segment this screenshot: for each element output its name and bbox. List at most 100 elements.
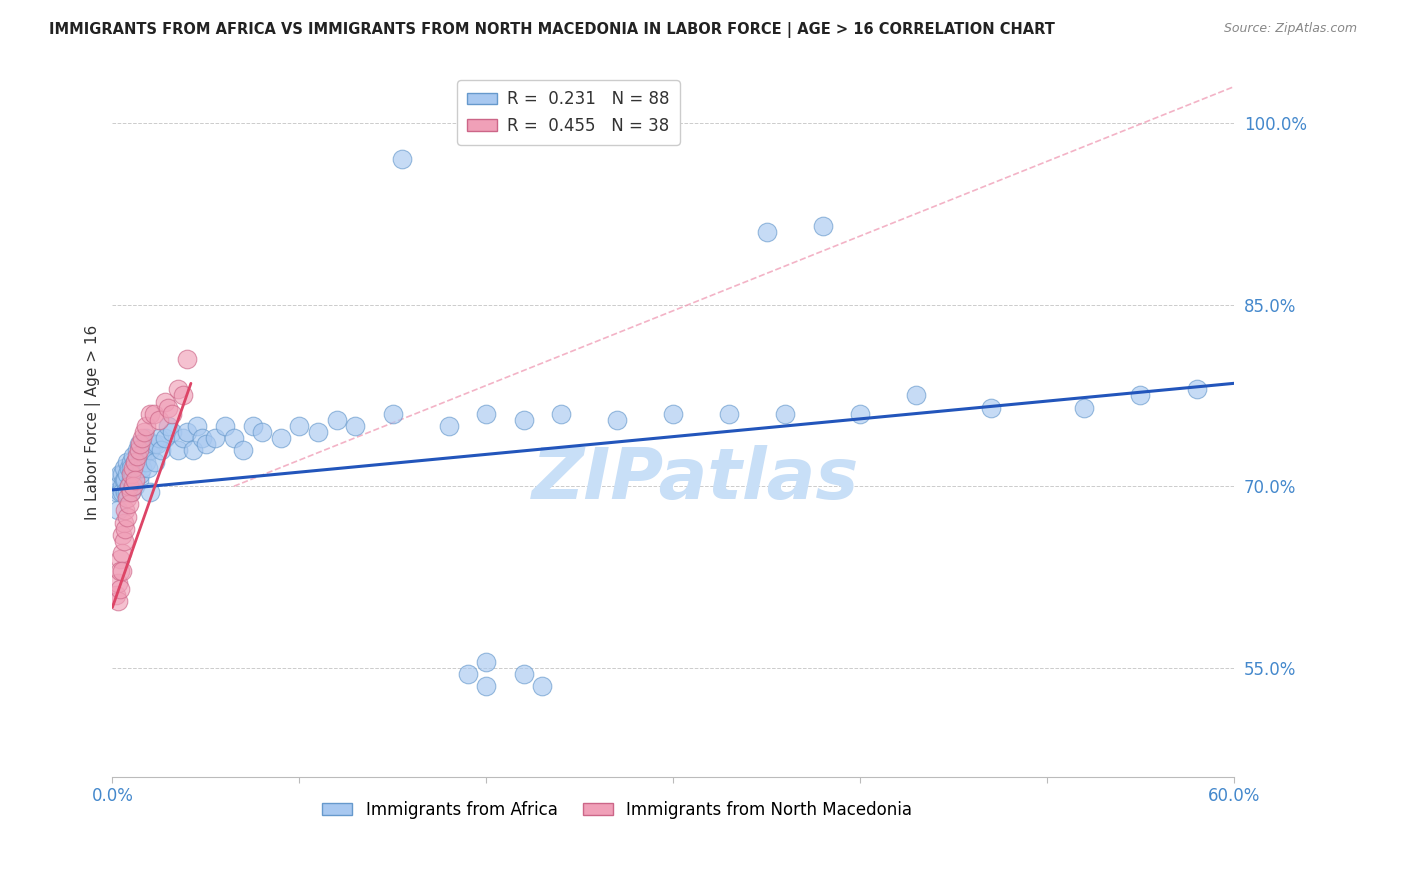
Y-axis label: In Labor Force | Age > 16: In Labor Force | Age > 16 [86, 325, 101, 520]
Point [662, 407, 685, 421]
Point [475, 655, 498, 669]
Point [176, 352, 198, 367]
Point [117, 455, 139, 469]
Point [112, 473, 135, 487]
Point [128, 473, 150, 487]
Point [457, 667, 479, 681]
Point [114, 485, 136, 500]
Point [176, 425, 198, 439]
Point [512, 412, 534, 426]
Point [122, 467, 145, 482]
Point [114, 503, 136, 517]
Point [135, 431, 157, 445]
Point [381, 407, 404, 421]
Point [108, 485, 131, 500]
Point [105, 588, 128, 602]
Point [186, 418, 208, 433]
Point [111, 527, 134, 541]
Point [117, 485, 139, 500]
Point [172, 431, 194, 445]
Point [475, 679, 498, 693]
Point [134, 425, 156, 439]
Point [107, 594, 129, 608]
Point [131, 461, 153, 475]
Point [146, 437, 169, 451]
Point [120, 455, 142, 469]
Point [980, 401, 1002, 415]
Point [148, 412, 170, 426]
Point [214, 418, 236, 433]
Point [160, 407, 183, 421]
Point [120, 485, 142, 500]
Point [107, 576, 129, 591]
Point [124, 455, 146, 469]
Point [120, 461, 142, 475]
Point [606, 412, 628, 426]
Text: IMMIGRANTS FROM AFRICA VS IMMIGRANTS FROM NORTH MACEDONIA IN LABOR FORCE | AGE >: IMMIGRANTS FROM AFRICA VS IMMIGRANTS FRO… [49, 22, 1054, 38]
Point [112, 516, 135, 530]
Point [111, 564, 134, 578]
Point [325, 412, 347, 426]
Point [181, 442, 204, 457]
Point [122, 479, 145, 493]
Legend: Immigrants from Africa, Immigrants from North Macedonia: Immigrants from Africa, Immigrants from … [316, 794, 918, 825]
Point [191, 431, 214, 445]
Point [775, 407, 797, 421]
Point [108, 467, 131, 482]
Point [512, 667, 534, 681]
Point [112, 533, 135, 548]
Point [124, 455, 146, 469]
Point [1073, 401, 1095, 415]
Point [166, 442, 188, 457]
Point [1129, 388, 1152, 402]
Point [131, 449, 153, 463]
Point [122, 449, 145, 463]
Point [114, 473, 136, 487]
Point [204, 431, 226, 445]
Point [118, 461, 141, 475]
Point [129, 455, 152, 469]
Text: Source: ZipAtlas.com: Source: ZipAtlas.com [1223, 22, 1357, 36]
Point [117, 467, 139, 482]
Point [391, 153, 413, 167]
Point [905, 388, 928, 402]
Point [108, 582, 131, 597]
Point [849, 407, 872, 421]
Point [112, 461, 135, 475]
Point [125, 442, 148, 457]
Point [108, 564, 131, 578]
Point [124, 473, 146, 487]
Point [148, 431, 170, 445]
Point [307, 425, 329, 439]
Point [108, 552, 131, 566]
Point [222, 431, 245, 445]
Point [550, 407, 572, 421]
Point [118, 479, 141, 493]
Point [128, 442, 150, 457]
Point [232, 442, 254, 457]
Point [242, 418, 264, 433]
Point [118, 479, 141, 493]
Point [111, 546, 134, 560]
Point [107, 479, 129, 493]
Point [250, 425, 273, 439]
Point [129, 467, 152, 482]
Point [145, 455, 167, 469]
Point [120, 467, 142, 482]
Point [111, 467, 134, 482]
Point [1185, 383, 1208, 397]
Point [475, 407, 498, 421]
Point [194, 437, 217, 451]
Point [160, 425, 183, 439]
Point [107, 503, 129, 517]
Point [153, 394, 176, 409]
Point [142, 407, 165, 421]
Point [139, 442, 162, 457]
Point [131, 431, 153, 445]
Point [139, 407, 162, 421]
Point [437, 418, 460, 433]
Point [134, 442, 156, 457]
Point [111, 479, 134, 493]
Point [129, 437, 152, 451]
Text: ZIPatlas: ZIPatlas [531, 445, 859, 514]
